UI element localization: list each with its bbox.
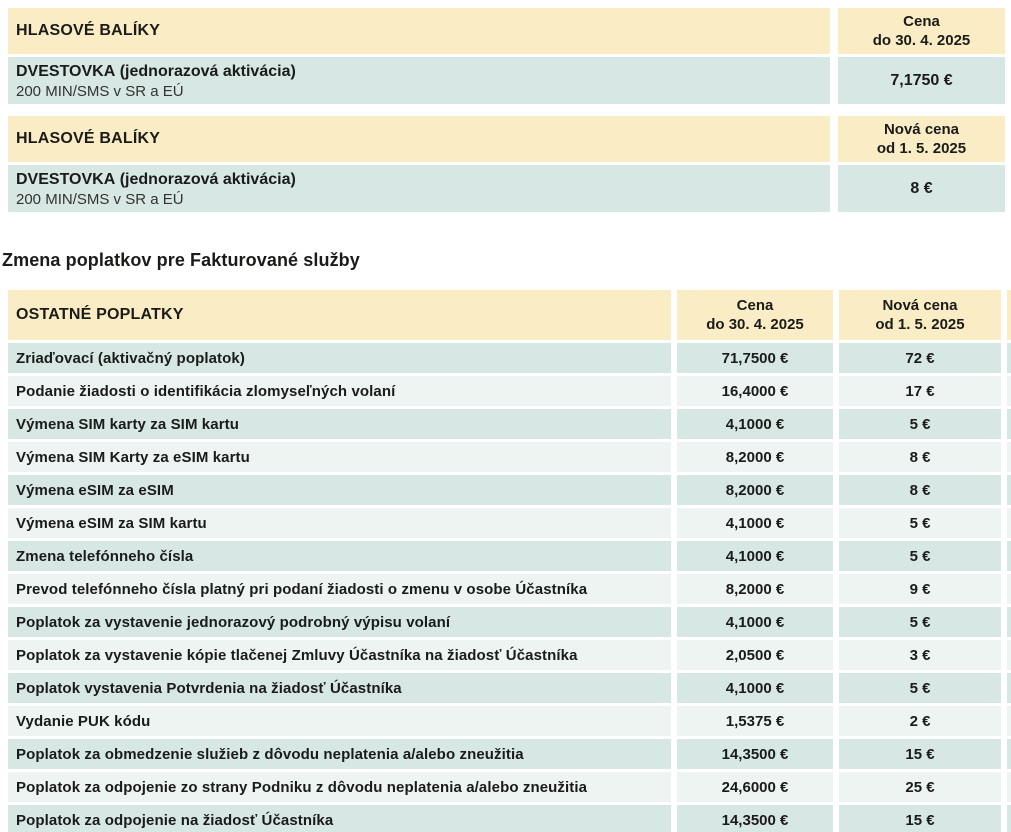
fee-row-cutoff-sliver [1007,508,1011,538]
fee-row-new-price: 25 € [839,772,1001,802]
voice-old-package-cell: DVESTOVKA (jednorazová aktivácia) 200 MI… [8,57,830,104]
fee-row-cutoff-sliver [1007,541,1011,571]
fees-header-title-cell: OSTATNÉ POPLATKY [8,290,671,340]
fee-row-cutoff-sliver [1007,772,1011,802]
voice-old-header-title-cell: HLASOVÉ BALÍKY [8,8,830,54]
table-title: OSTATNÉ POPLATKY [16,306,184,323]
fee-row-old-price: 4,1000 € [677,508,833,538]
package-name-main: DVESTOVKA [16,170,116,188]
voice-packages-table-old: HLASOVÉ BALÍKY Cena do 30. 4. 2025 DVEST… [8,8,1005,104]
fee-row-cutoff-sliver [1007,706,1011,736]
fee-row-old-price: 8,2000 € [677,475,833,505]
fee-row-label: Poplatok za vystavenie jednorazový podro… [8,607,671,637]
fee-row-label: Poplatok za odpojenie na žiadosť Účastní… [8,805,671,832]
fee-row-cutoff-sliver [1007,409,1011,439]
voice-new-price-value: 8 € [838,165,1005,212]
fee-row-cutoff-sliver [1007,343,1011,373]
fee-row-old-price: 14,3500 € [677,805,833,832]
new-price-column-header-line1: Nová cena [882,297,958,314]
new-price-column-header-line2: od 1. 5. 2025 [875,316,965,333]
fee-row-label: Výmena eSIM za SIM kartu [8,508,671,538]
fee-row-new-price: 5 € [839,541,1001,571]
fee-row-label: Prevod telefónneho čísla platný pri poda… [8,574,671,604]
fee-row-cutoff-sliver [1007,574,1011,604]
fee-row-new-price: 15 € [839,805,1001,832]
fee-row-new-price: 72 € [839,343,1001,373]
package-name: DVESTOVKA (jednorazová aktivácia) [16,169,296,190]
fee-row-label: Zriaďovací (aktivačný poplatok) [8,343,671,373]
fee-row-cutoff-sliver [1007,376,1011,406]
fee-row-label: Výmena SIM Karty za eSIM kartu [8,442,671,472]
fee-row-label: Vydanie PUK kódu [8,706,671,736]
fee-row-old-price: 4,1000 € [677,409,833,439]
fee-row-new-price: 5 € [839,673,1001,703]
fees-header-cutoff-sliver [1007,290,1011,340]
fee-row-old-price: 1,5375 € [677,706,833,736]
package-subtitle: 200 MIN/SMS v SR a EÚ [16,82,184,100]
package-subtitle: 200 MIN/SMS v SR a EÚ [16,190,184,208]
fee-row-cutoff-sliver [1007,805,1011,832]
fee-row-label: Zmena telefónneho čísla [8,541,671,571]
fee-row-cutoff-sliver [1007,475,1011,505]
fee-row-new-price: 8 € [839,475,1001,505]
fee-row-old-price: 2,0500 € [677,640,833,670]
price-column-header-line1: Nová cena [883,121,960,138]
fees-header-new-price-cell: Nová cena od 1. 5. 2025 [839,290,1001,340]
price-column-header-line2: od 1. 5. 2025 [876,140,967,157]
package-name-note: (jednorazová aktivácia) [115,170,296,188]
fee-row-label: Výmena eSIM za eSIM [8,475,671,505]
fee-row-new-price: 2 € [839,706,1001,736]
fee-row-cutoff-sliver [1007,607,1011,637]
fee-row-old-price: 24,6000 € [677,772,833,802]
fee-row-new-price: 5 € [839,508,1001,538]
voice-new-header-title-cell: HLASOVÉ BALÍKY [8,116,830,162]
old-price-column-header-line2: do 30. 4. 2025 [706,316,804,333]
fee-row-label: Poplatok vystavenia Potvrdenia na žiados… [8,673,671,703]
fee-row-cutoff-sliver [1007,640,1011,670]
fee-row-cutoff-sliver [1007,442,1011,472]
fee-row-new-price: 15 € [839,739,1001,769]
fee-row-old-price: 8,2000 € [677,442,833,472]
package-name-note: (jednorazová aktivácia) [115,62,296,80]
voice-new-header-price-cell: Nová cena od 1. 5. 2025 [838,116,1005,162]
fee-row-new-price: 3 € [839,640,1001,670]
price-column-header-line1: Cena [903,13,940,30]
voice-packages-table-new: HLASOVÉ BALÍKY Nová cena od 1. 5. 2025 D… [8,116,1005,212]
fee-row-old-price: 16,4000 € [677,376,833,406]
voice-old-header-price-cell: Cena do 30. 4. 2025 [838,8,1005,54]
fee-row-old-price: 4,1000 € [677,607,833,637]
fee-row-label: Poplatok za obmedzenie služieb z dôvodu … [8,739,671,769]
package-name-main: DVESTOVKA [16,62,116,80]
other-fees-table: OSTATNÉ POPLATKY Cena do 30. 4. 2025 Nov… [8,290,1011,832]
voice-old-price-value: 7,1750 € [838,57,1005,104]
old-price-column-header-line1: Cena [736,297,774,314]
fee-row-label: Podanie žiadosti o identifikácia zlomyse… [8,376,671,406]
fee-row-new-price: 9 € [839,574,1001,604]
fee-row-new-price: 5 € [839,607,1001,637]
fee-row-old-price: 4,1000 € [677,541,833,571]
fee-row-new-price: 17 € [839,376,1001,406]
fee-row-label: Poplatok za odpojenie zo strany Podniku … [8,772,671,802]
price-column-header-line2: do 30. 4. 2025 [872,32,971,49]
fee-row-old-price: 8,2000 € [677,574,833,604]
section-heading: Zmena poplatkov pre Fakturované služby [2,250,360,270]
fee-row-cutoff-sliver [1007,739,1011,769]
fee-row-label: Výmena SIM karty za SIM kartu [8,409,671,439]
fee-row-label: Poplatok za vystavenie kópie tlačenej Zm… [8,640,671,670]
table-title: HLASOVÉ BALÍKY [16,130,161,147]
fee-row-new-price: 8 € [839,442,1001,472]
fee-row-old-price: 71,7500 € [677,343,833,373]
fee-row-new-price: 5 € [839,409,1001,439]
table-title: HLASOVÉ BALÍKY [16,22,161,39]
package-name: DVESTOVKA (jednorazová aktivácia) [16,61,296,82]
fee-row-cutoff-sliver [1007,673,1011,703]
fees-header-old-price-cell: Cena do 30. 4. 2025 [677,290,833,340]
fee-row-old-price: 4,1000 € [677,673,833,703]
voice-new-package-cell: DVESTOVKA (jednorazová aktivácia) 200 MI… [8,165,830,212]
fee-row-old-price: 14,3500 € [677,739,833,769]
